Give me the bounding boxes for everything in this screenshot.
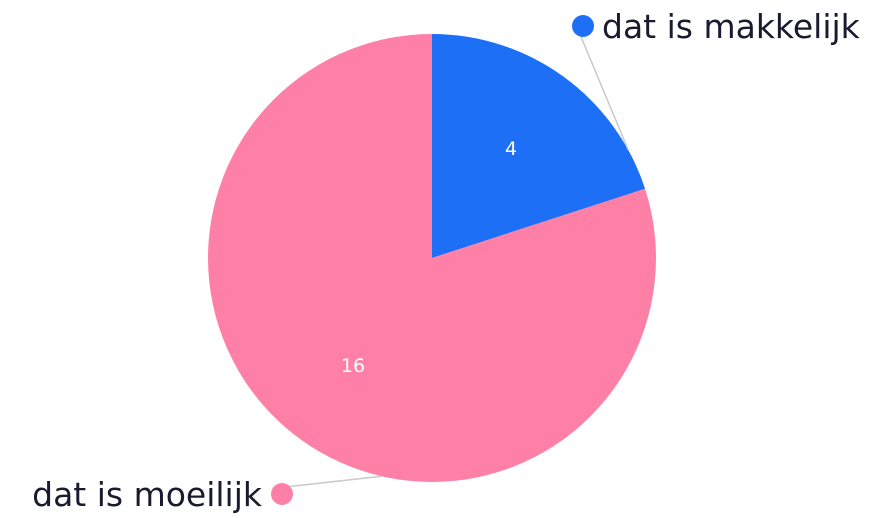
pie-slices bbox=[208, 34, 657, 482]
slice-value-dat-is-moeilijk: 16 bbox=[341, 355, 365, 377]
leader-line-dat-is-makkelijk bbox=[578, 31, 629, 151]
slice-value-labels: 4 16 bbox=[341, 138, 517, 377]
slice-value-dat-is-makkelijk: 4 bbox=[505, 138, 517, 160]
slice-callouts: dat is makkelijk dat is moeilijk bbox=[32, 7, 861, 514]
legend-label-dat-is-makkelijk: dat is makkelijk bbox=[602, 7, 861, 46]
legend-label-dat-is-moeilijk: dat is moeilijk bbox=[32, 475, 263, 514]
leader-line-dat-is-moeilijk bbox=[284, 475, 382, 488]
pie-slice-dat-is-makkelijk bbox=[432, 34, 646, 258]
legend-dot-dat-is-makkelijk bbox=[572, 15, 594, 37]
pie-slice-dat-is-moeilijk bbox=[208, 34, 657, 482]
legend-dot-dat-is-moeilijk bbox=[271, 483, 293, 505]
